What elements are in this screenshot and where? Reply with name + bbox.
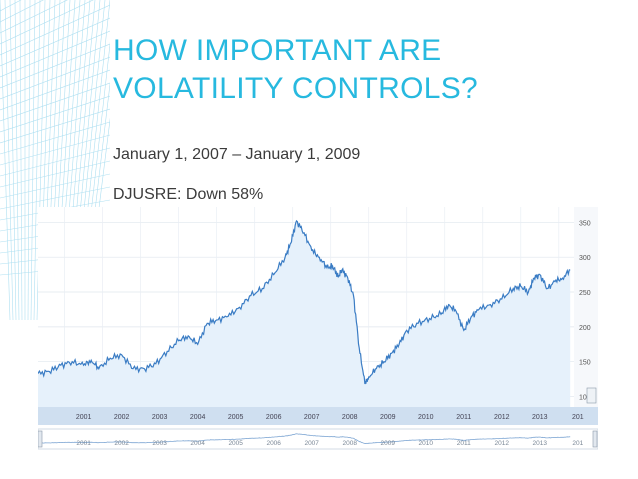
y-axis-ticks: 350 300 250 200 150 100 xyxy=(579,220,591,401)
y-tick-label: 150 xyxy=(579,360,591,367)
x-tick-label: 2003 xyxy=(152,414,168,421)
wireframe-line xyxy=(19,0,23,321)
x-tick-label: 2009 xyxy=(380,414,396,421)
wireframe-line xyxy=(0,0,22,12)
navigator-tick-label: 2011 xyxy=(457,440,471,447)
navigator-tick-label: 2003 xyxy=(152,440,167,447)
y-tick-label: 100 xyxy=(579,395,591,402)
wireframe-line xyxy=(0,4,110,56)
wireframe-line xyxy=(0,0,94,45)
slide-title-line-2: VOLATILITY CONTROLS? xyxy=(113,72,478,105)
range-navigator[interactable] xyxy=(38,428,598,450)
x-axis-ticks: 2001 2002 2003 2004 2005 2006 2007 2008 2009 2010… xyxy=(76,414,584,421)
x-tick-label: 2007 xyxy=(304,414,320,421)
navigator-tick-label: 2008 xyxy=(342,440,357,447)
wireframe-line xyxy=(0,0,11,321)
navigator-tick-label: 2001 xyxy=(76,440,91,447)
date-range-text: January 1, 2007 – January 1, 2009 xyxy=(113,146,361,163)
x-tick-label: 2004 xyxy=(190,414,206,421)
x-tick-label: 2005 xyxy=(228,414,244,421)
wireframe-line xyxy=(4,0,14,321)
decline-note: DJUSRE: Down 58% xyxy=(113,186,264,203)
x-tick-label: 2001 xyxy=(76,414,92,421)
wireframe-line xyxy=(0,0,44,23)
navigator-tick-label: 2009 xyxy=(380,440,395,447)
navigator-tick-label: 2013 xyxy=(533,440,548,447)
wireframe-line xyxy=(33,0,41,321)
wireframe-line xyxy=(0,108,110,144)
wireframe-line xyxy=(27,0,31,321)
wireframe-line xyxy=(0,173,110,199)
wireframe-line xyxy=(0,56,110,100)
navigator-handle-right[interactable] xyxy=(592,430,598,448)
x-axis-band xyxy=(38,407,598,425)
wireframe-line xyxy=(0,134,110,166)
navigator-tick-label: 2010 xyxy=(419,440,434,447)
x-tick-label: 2006 xyxy=(266,414,282,421)
y-tick-label: 350 xyxy=(579,220,591,227)
y-tick-label: 300 xyxy=(579,255,591,262)
navigator-tick-label: 2012 xyxy=(495,440,510,447)
slide-title-line-1: HOW IMPORTANT ARE xyxy=(113,34,442,67)
wireframe-line xyxy=(0,121,110,155)
slide-title: HOW IMPORTANT ARE VOLATILITY CONTROLS? xyxy=(113,32,593,108)
navigator-line xyxy=(38,433,571,445)
series-line xyxy=(38,219,571,385)
navigator-tick-label: 2007 xyxy=(304,440,319,447)
wireframe-line xyxy=(0,160,110,188)
x-tick-label: 2011 xyxy=(456,414,471,421)
navigator-handle-left[interactable] xyxy=(38,430,43,448)
x-tick-label: 2002 xyxy=(114,414,130,421)
navigator-tick-label: 2004 xyxy=(190,440,205,447)
navigator-tick-label: 2005 xyxy=(228,440,243,447)
x-tick-label: 2010 xyxy=(418,414,434,421)
wireframe-line xyxy=(0,147,110,177)
x-tick-label: 2012 xyxy=(494,414,510,421)
y-axis-panel xyxy=(574,207,598,407)
wireframe-line xyxy=(30,0,36,321)
navigator-tick-label: 2002 xyxy=(114,440,129,447)
wireframe-line xyxy=(0,43,110,89)
y-tick-label: 200 xyxy=(579,325,591,332)
wireframe-line xyxy=(0,17,110,67)
wireframe-line xyxy=(9,0,17,321)
series-area xyxy=(38,220,571,407)
wireframe-line xyxy=(0,69,110,111)
x-tick-label: 2008 xyxy=(342,414,358,421)
navigator-scroll-button[interactable] xyxy=(586,387,597,404)
navigator-ticks: 2001 2002 2003 2004 2005 2006 2007 2008 2009 2010… xyxy=(76,440,583,447)
wireframe-line xyxy=(0,186,110,210)
wireframe-line xyxy=(14,0,20,321)
x-tick-label: 201 xyxy=(572,414,584,421)
navigator-tick-label: 201 xyxy=(572,440,583,447)
y-tick-label: 250 xyxy=(579,290,591,297)
x-tick-label: 2013 xyxy=(532,414,548,421)
navigator-tick-label: 2006 xyxy=(266,440,281,447)
